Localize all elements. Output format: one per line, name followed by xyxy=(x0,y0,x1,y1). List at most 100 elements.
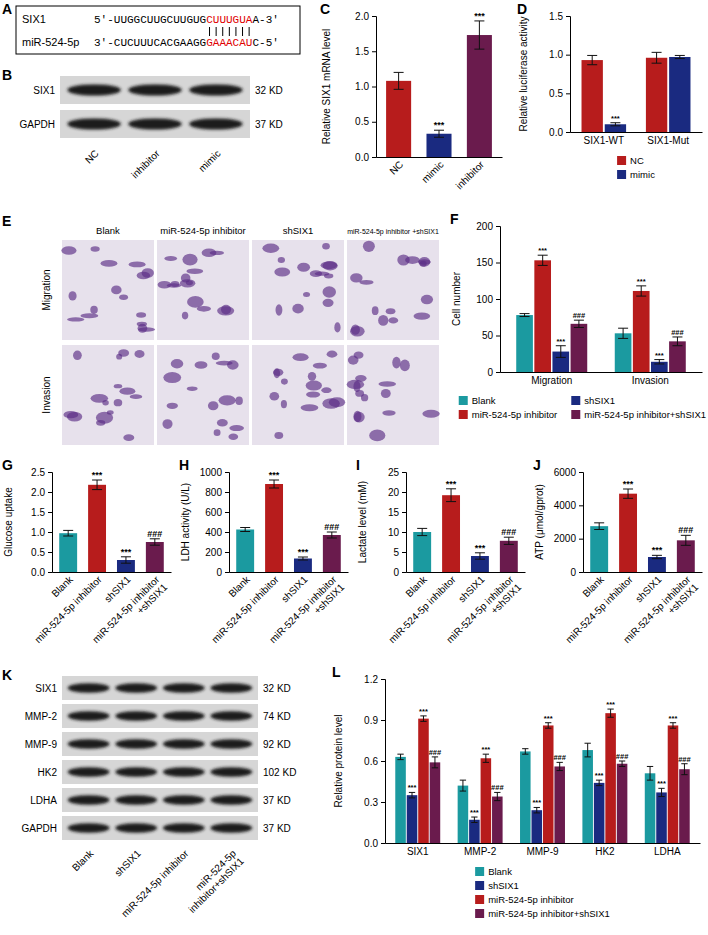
size-label: 102 KD xyxy=(263,767,296,778)
cell-blob xyxy=(321,387,331,393)
y-tick: 0.0 xyxy=(364,838,385,849)
x-tick-label: NC xyxy=(387,159,405,177)
cell-blob xyxy=(297,263,310,272)
y-tick-mark xyxy=(566,16,570,17)
error-cap xyxy=(460,780,466,781)
y-axis: 050100150200 xyxy=(476,221,500,378)
error-stem xyxy=(154,539,155,545)
cell-blob xyxy=(308,372,316,381)
y-tick-label: 0.5 xyxy=(549,88,563,99)
cell-blob xyxy=(61,246,76,255)
bar xyxy=(442,495,460,572)
error-stem xyxy=(685,535,686,545)
error-stem xyxy=(439,130,440,137)
y-axis-title: Glucose uptake xyxy=(3,487,14,557)
y-tick-label: 0 xyxy=(393,567,399,578)
y-tick-mark xyxy=(579,539,583,540)
cell-blob xyxy=(158,281,172,289)
error-cap xyxy=(587,55,597,56)
cell-blob xyxy=(235,396,242,405)
significance-mark: *** xyxy=(556,337,565,346)
error-cap xyxy=(240,531,250,532)
cell-blob xyxy=(164,256,177,261)
error-bar xyxy=(557,762,563,770)
y-tick-label: 4000 xyxy=(554,500,577,511)
error-stem xyxy=(497,792,498,800)
bar xyxy=(407,795,418,843)
y-tick-label: 0.5 xyxy=(355,116,369,127)
x-axis: SIX1-WTSIX1-Mut xyxy=(571,133,703,147)
base-pair-line xyxy=(235,27,236,36)
label-line: inhibitor+shSIX1 xyxy=(186,855,246,915)
error-stem xyxy=(542,255,543,265)
y-tick-mark xyxy=(48,552,52,553)
cell-blob xyxy=(306,381,322,391)
cell-blob xyxy=(197,306,211,312)
micrograph-grid: BlankmiR-524-5p inhibitorshSIX1miR-524-5… xyxy=(41,225,440,445)
seed-part: GAAACAU xyxy=(206,37,252,49)
error-bar xyxy=(585,743,591,757)
y-tick-mark xyxy=(402,572,406,573)
protein-label: HK2 xyxy=(38,767,58,778)
cell-blob xyxy=(303,292,310,297)
error-cap xyxy=(545,728,551,729)
y-tick-mark xyxy=(372,122,376,123)
y-axis-line xyxy=(381,680,386,844)
cell-blob xyxy=(111,286,122,295)
column-label: miR-524-5p inhibitor xyxy=(160,225,246,236)
label-line: NC xyxy=(387,159,405,177)
error-stem xyxy=(559,762,560,770)
error-bar xyxy=(397,754,403,759)
error-stem xyxy=(672,723,673,728)
cell-blob xyxy=(327,351,338,358)
cell-blob xyxy=(306,391,320,397)
bar xyxy=(146,542,164,572)
significance-mark: *** xyxy=(475,543,486,553)
cell-blob xyxy=(323,261,338,270)
size-label: 74 KD xyxy=(263,711,291,722)
cell-blob xyxy=(187,296,204,308)
chart: ************######050100150200MigrationI… xyxy=(451,221,706,420)
error-cap xyxy=(446,501,456,502)
cell-blob xyxy=(262,244,279,253)
y-tick: 1.5 xyxy=(355,46,376,57)
protein-label: LDHA xyxy=(30,795,57,806)
y-tick: 6000 xyxy=(554,467,583,478)
error-bar xyxy=(522,749,528,754)
error-cap xyxy=(520,316,530,317)
label-line: miR-524-5p inhibitor xyxy=(444,573,516,645)
significance-mark: *** xyxy=(532,798,541,807)
error-bar xyxy=(610,123,620,126)
error-stem xyxy=(400,754,401,759)
lane-label: inhibitor xyxy=(129,147,162,180)
y-tick: 400 xyxy=(205,527,229,538)
significance-mark: ### xyxy=(501,527,516,537)
base-pair-line xyxy=(242,27,243,36)
legend-swatch xyxy=(475,881,484,890)
cell-blob xyxy=(422,410,439,418)
blot-band xyxy=(115,739,157,749)
y-tick-mark xyxy=(496,226,500,227)
y-tick-label: 200 xyxy=(476,221,493,232)
error-stem xyxy=(462,780,463,791)
micrograph xyxy=(347,240,439,340)
error-bar xyxy=(670,723,676,728)
legend-label: miR-524-5p inhibitor xyxy=(472,409,558,420)
error-cap xyxy=(587,64,597,65)
cell-blob xyxy=(134,350,144,358)
panel-label: I xyxy=(356,457,360,473)
bar xyxy=(669,341,686,372)
significance-mark: ### xyxy=(616,752,629,761)
significance-mark: *** xyxy=(637,277,646,286)
y-axis-title: Relative protein level xyxy=(333,715,344,808)
error-stem xyxy=(623,328,624,338)
error-bar xyxy=(269,480,279,488)
bar xyxy=(492,797,503,843)
label-line: shSIX1 xyxy=(112,847,143,878)
protein-label: MMP-9 xyxy=(25,739,58,750)
y-tick-mark xyxy=(402,472,406,473)
legend-label: shSIX1 xyxy=(488,880,519,891)
cell-blob xyxy=(137,272,150,280)
x-tick-label: miR-524-5p inhibitor+shSIX1 xyxy=(267,573,347,653)
error-bar xyxy=(594,523,604,530)
